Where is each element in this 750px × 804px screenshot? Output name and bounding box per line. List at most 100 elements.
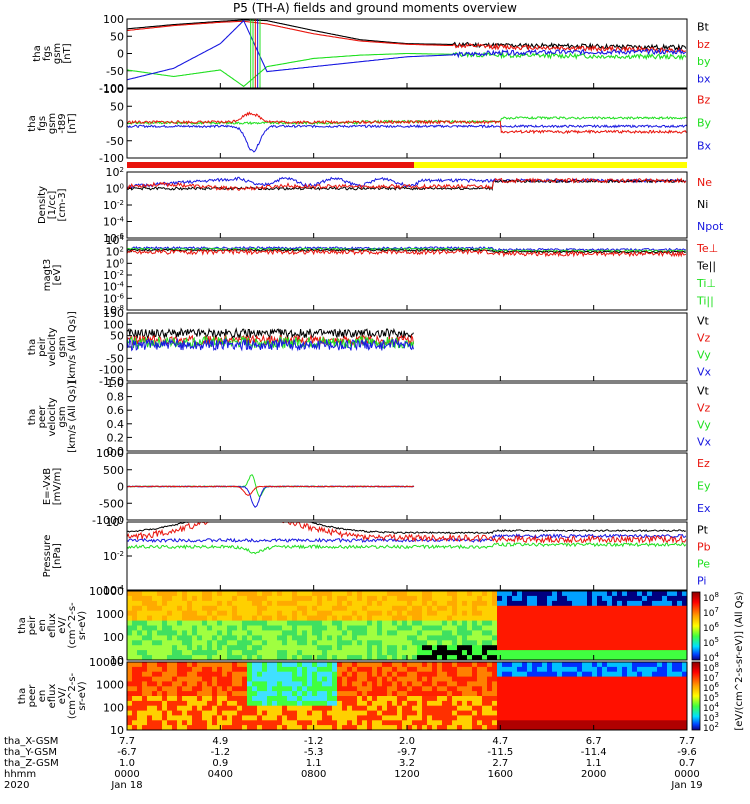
spectrogram-cell [517, 595, 523, 602]
spectrogram-cell [622, 715, 628, 721]
spectrogram-cell [397, 681, 403, 687]
spectrogram-cell [412, 605, 418, 612]
spectrogram-cell [677, 630, 683, 636]
spectrogram-cell [612, 645, 618, 651]
spectrogram-cell [512, 715, 518, 721]
spectrogram-cell [272, 620, 278, 627]
spectrogram-cell [292, 625, 298, 631]
spectrogram-cell [492, 691, 498, 697]
spectrogram-cell [287, 715, 293, 721]
spectrogram-cell [532, 725, 538, 730]
panel-peir-eflux-ylabel-line: peir [27, 615, 38, 635]
spectrogram-cell [612, 700, 618, 707]
spectrogram-cell [472, 671, 478, 678]
spectrogram-cell [182, 605, 188, 612]
spectrogram-cell [312, 635, 318, 641]
spectrogram-cell [567, 591, 573, 597]
spectrogram-cell [202, 671, 208, 678]
spectrogram-cell [327, 640, 333, 646]
spectrogram-cell [457, 671, 463, 678]
spectrogram-cell [542, 635, 548, 641]
spectrogram-cell [332, 666, 338, 673]
spectrogram-cell [632, 645, 638, 651]
spectrogram-cell [202, 715, 208, 721]
spectrogram-cell [512, 686, 518, 692]
spectrogram-cell [467, 600, 473, 607]
spectrogram-cell [197, 666, 203, 673]
spectrogram-cell [237, 705, 243, 712]
panel-fgs-gsm-ylabel-line: tha [32, 45, 43, 61]
spectrogram-cell [602, 671, 608, 678]
spectrogram-cell [447, 691, 453, 697]
spectrogram-cell [647, 655, 653, 660]
panel-fgs-gsm-frame [126, 18, 688, 89]
spectrogram-cell [622, 620, 628, 627]
spectrogram-cell [417, 591, 423, 597]
spectrogram-cell [492, 676, 498, 683]
spectrogram-cell [672, 686, 678, 692]
spectrogram-cell [527, 700, 533, 707]
spectrogram-cell [157, 720, 163, 726]
panel-e-field-tick: -1000 [92, 514, 124, 527]
spectrogram-cell [542, 700, 548, 707]
spectrogram-cell [127, 635, 133, 641]
panel-e-field-ylabel: E=-VxB [mV/m] [42, 468, 63, 506]
spectrogram-cell [592, 605, 598, 612]
panel-fgs-gsm-legend-bz: bz [697, 38, 710, 51]
spectrogram-cell [467, 650, 473, 656]
spectrogram-cell [427, 620, 433, 627]
spectrogram-cell [462, 610, 468, 617]
spectrogram-cell [207, 700, 213, 707]
panel-density-tick: 100 [106, 183, 124, 196]
spectrogram-cell [252, 662, 258, 668]
spectrogram-cell [152, 681, 158, 687]
spectrogram-cell [442, 720, 448, 726]
spectrogram-cell [502, 600, 508, 607]
spectrogram-cell [517, 720, 523, 726]
spectrogram-cell [237, 715, 243, 721]
spectrogram-cell [422, 655, 428, 660]
spectrogram-cell [417, 725, 423, 730]
spectrogram-cell [322, 705, 328, 712]
spectrogram-cell [587, 691, 593, 697]
spectrogram-cell [557, 666, 563, 673]
spectrogram-cell [232, 676, 238, 683]
spectrogram-cell [342, 645, 348, 651]
spectrogram-cell [482, 666, 488, 673]
spectrogram-cell [402, 676, 408, 683]
spectrogram-cell [492, 681, 498, 687]
spectrogram-cell [352, 715, 358, 721]
chart-title: P5 (TH-A) fields and ground moments over… [233, 1, 517, 15]
spectrogram-cell [172, 671, 178, 678]
spectrogram-cell [257, 655, 263, 660]
spectrogram-cell [537, 681, 543, 687]
spectrogram-cell [132, 666, 138, 673]
spectrogram-cell [402, 681, 408, 687]
spectrogram-cell [462, 715, 468, 721]
spectrogram-cell [592, 635, 598, 641]
spectrogram-cell [202, 710, 208, 717]
spectrogram-cell [427, 671, 433, 678]
spectrogram-cell [152, 676, 158, 683]
spectrogram-cell [147, 610, 153, 617]
spectrogram-cell [407, 655, 413, 660]
spectrogram-cell [282, 671, 288, 678]
spectrogram-cell [402, 655, 408, 660]
spectrogram-cell [592, 615, 598, 622]
spectrogram-cell [667, 681, 673, 687]
spectrogram-cell [427, 615, 433, 622]
spectrogram-cell [207, 715, 213, 721]
spectrogram-cell [587, 720, 593, 726]
spectrogram-cell [182, 725, 188, 730]
spectrogram-cell [647, 715, 653, 721]
spectrogram-cell [357, 725, 363, 730]
spectrogram-cell [557, 615, 563, 622]
spectrogram-cell [367, 686, 373, 692]
spectrogram-cell [662, 625, 668, 631]
spectrogram-cell [672, 630, 678, 636]
spectrogram-cell [257, 662, 263, 668]
spectrogram-cell [662, 595, 668, 602]
spectrogram-cell [632, 600, 638, 607]
spectrogram-cell [592, 655, 598, 660]
spectrogram-cell [207, 650, 213, 656]
